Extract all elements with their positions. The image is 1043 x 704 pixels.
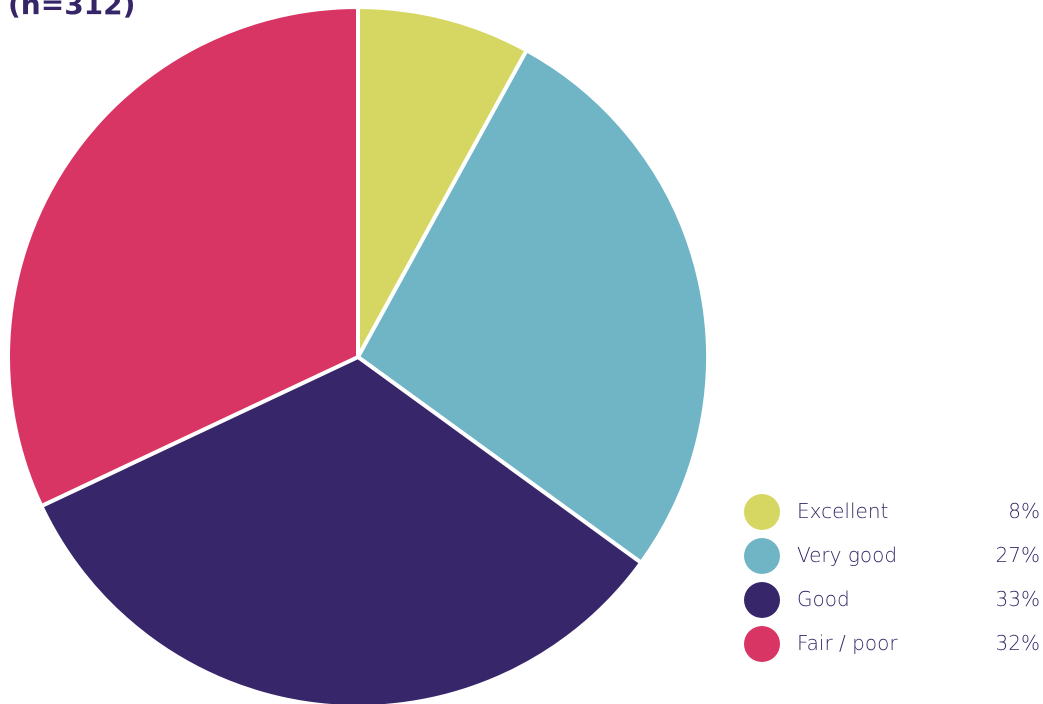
legend-item-fair-poor: Fair / poor 32%	[744, 624, 1040, 668]
legend-item-very-good: Very good 27%	[744, 536, 1040, 580]
legend-label: Excellent	[797, 499, 889, 523]
legend-label: Fair / poor	[797, 631, 898, 655]
legend-swatch-fair-poor	[744, 626, 780, 662]
chart-title-fragment: (n=312)	[8, 0, 136, 21]
legend-label: Very good	[797, 543, 898, 567]
chart-legend: Excellent 8% Very good 27% Good 33% Fair / poo…	[744, 492, 1040, 668]
pie-slice-good	[39, 355, 644, 704]
pie-slice-very-good	[356, 48, 710, 565]
legend-label: Good	[797, 587, 850, 611]
pie-slice-fair-poor	[6, 5, 360, 509]
legend-value: 33%	[995, 587, 1040, 611]
legend-value: 27%	[995, 543, 1040, 567]
legend-value: 32%	[995, 631, 1040, 655]
legend-item-excellent: Excellent 8%	[744, 492, 1040, 536]
legend-swatch-good	[744, 582, 780, 618]
legend-value: 8%	[1008, 499, 1040, 523]
legend-item-good: Good 33%	[744, 580, 1040, 624]
legend-swatch-very-good	[744, 538, 780, 574]
legend-swatch-excellent	[744, 494, 780, 530]
pie-slice-excellent	[356, 5, 529, 359]
